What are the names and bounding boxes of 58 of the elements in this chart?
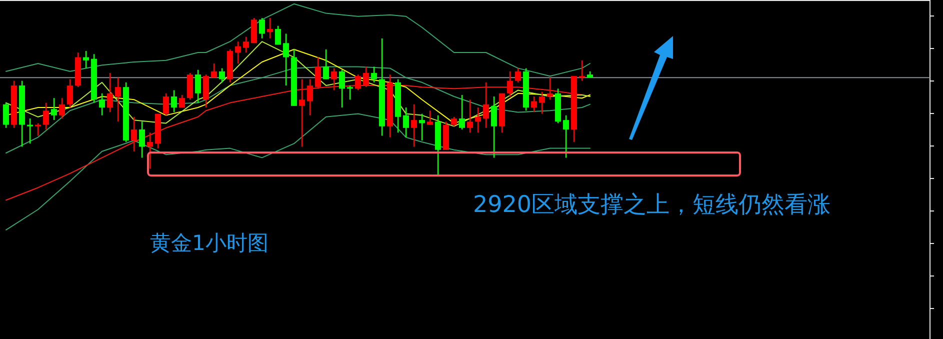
candlestick <box>315 56 321 90</box>
text: 2920区域支撑之上，短线仍然看涨 <box>473 192 831 218</box>
candlestick <box>147 132 153 170</box>
candlestick <box>563 114 569 158</box>
candlestick <box>27 118 33 144</box>
candlestick <box>203 74 209 108</box>
candlestick <box>531 96 537 113</box>
candlestick <box>179 94 185 108</box>
candlestick <box>3 102 9 128</box>
candlestick <box>275 25 281 46</box>
candlestick <box>267 17 273 40</box>
candlestick <box>251 17 257 44</box>
candlestick <box>219 68 225 83</box>
candlestick <box>467 99 473 134</box>
candlestick <box>515 68 521 83</box>
candlestick <box>491 96 497 158</box>
candlestick <box>259 17 265 40</box>
candlestick <box>427 110 433 126</box>
candlestick <box>507 70 513 98</box>
candlestick <box>411 104 417 148</box>
candlestick <box>283 33 289 86</box>
candlestick <box>323 48 329 80</box>
candlestick <box>331 68 337 91</box>
candlestick <box>51 97 57 121</box>
candlestick <box>403 106 409 138</box>
candlestick <box>243 36 249 54</box>
candlestick <box>35 122 41 136</box>
candlestick <box>139 121 145 158</box>
candlestick <box>459 94 465 130</box>
candlestick <box>539 91 545 114</box>
candlestick <box>347 84 353 100</box>
candlestick <box>419 113 425 142</box>
candlestick <box>83 50 89 69</box>
candlestick <box>171 90 177 113</box>
candlestick <box>235 40 241 64</box>
candlestick <box>163 92 169 116</box>
candlestick <box>339 69 345 108</box>
candlestick <box>371 66 377 83</box>
candlestick <box>307 78 313 116</box>
candlestick <box>211 62 217 78</box>
candlestick <box>483 82 489 128</box>
candlestick <box>451 116 457 127</box>
candlestick <box>59 97 65 120</box>
candlestick <box>99 92 105 116</box>
candlestick <box>67 78 73 108</box>
text: 黄金1小时图 <box>150 231 268 255</box>
candlestick <box>355 74 361 91</box>
candlestick <box>43 102 49 130</box>
candlestick <box>363 66 369 88</box>
candlestick <box>579 60 585 82</box>
candlestick <box>107 72 113 113</box>
candlestick <box>299 78 305 148</box>
candlestick <box>547 77 553 100</box>
candlestick <box>187 72 193 100</box>
candlestick <box>475 106 481 134</box>
candlestick <box>131 116 137 152</box>
candlestick <box>195 69 201 104</box>
candlestick <box>115 77 121 122</box>
